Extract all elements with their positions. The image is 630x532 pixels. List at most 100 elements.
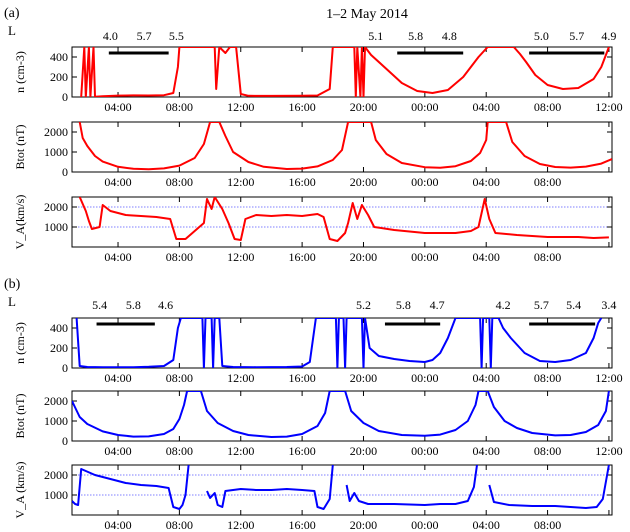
x-tick-label: 16:00 xyxy=(288,444,315,458)
l-value-label: 5.1 xyxy=(368,29,383,43)
x-tick-label: 08:00 xyxy=(534,175,561,189)
l-value-label: 5.5 xyxy=(169,29,184,43)
l-value-label: 4.7 xyxy=(430,298,445,312)
x-tick-label: 04:00 xyxy=(104,175,131,189)
y-tick-label: 2000 xyxy=(44,468,68,482)
l-value-label: 5.2 xyxy=(356,298,371,312)
y-axis-label: n (cm-3) xyxy=(13,322,27,364)
x-tick-label: 00:00 xyxy=(411,100,438,114)
x-tick-label: 08:00 xyxy=(534,518,561,532)
l-value-label: 4.6 xyxy=(158,298,173,312)
y-tick-label: 0 xyxy=(62,165,68,179)
x-tick-label: 16:00 xyxy=(288,518,315,532)
x-tick-label: 08:00 xyxy=(534,444,561,458)
x-tick-label: 16:00 xyxy=(288,371,315,385)
x-tick-label: 00:00 xyxy=(411,175,438,189)
x-tick-label: 12:00 xyxy=(595,100,622,114)
l-value-label: 5.4 xyxy=(566,298,581,312)
x-tick-label: 20:00 xyxy=(350,371,377,385)
l-value-label: 5.0 xyxy=(534,29,549,43)
y-tick-label: 2000 xyxy=(44,125,68,139)
panel-a: (a) L 4.0 5.7 5.5 5.1 5.8 4.8 5.0 5.7 4.9 0 200 400 04… xyxy=(4,6,623,264)
x-tick-label: 04:00 xyxy=(473,175,500,189)
axes-frame xyxy=(71,121,613,173)
series-line-va xyxy=(72,465,610,510)
x-tick-label: 08:00 xyxy=(166,100,193,114)
x-tick-label: 20:00 xyxy=(350,444,377,458)
y-tick-label: 1000 xyxy=(44,488,68,502)
x-tick-label: 12:00 xyxy=(227,175,254,189)
x-tick-label: 12:00 xyxy=(595,444,622,458)
axes-frame xyxy=(71,196,613,248)
y-tick-label: 0 xyxy=(62,361,68,375)
l-value-label: 4.8 xyxy=(442,29,457,43)
x-tick-label: 04:00 xyxy=(473,518,500,532)
x-tick-label: 08:00 xyxy=(166,250,193,264)
x-tick-label: 08:00 xyxy=(166,518,193,532)
panel-b: (b) L 5.4 5.8 4.6 5.2 5.8 4.7 4.2 5.7 5.4 3.4 0 200 40… xyxy=(4,277,623,532)
series-line-n xyxy=(75,318,603,368)
subplot-va: 1000 2000 04:00 08:00 12:00 16:00 20:00 00:00 04… xyxy=(13,195,613,264)
y-tick-label: 200 xyxy=(50,341,68,355)
x-tick-label: 00:00 xyxy=(411,250,438,264)
series-line-btot xyxy=(72,391,610,438)
l-value-label: 4.9 xyxy=(601,29,616,43)
l-value-label: 5.7 xyxy=(534,298,549,312)
x-tick-label: 12:00 xyxy=(227,100,254,114)
y-axis-label: Btot (nT) xyxy=(13,125,27,170)
x-tick-label: 00:00 xyxy=(411,371,438,385)
y-tick-label: 2000 xyxy=(44,394,68,408)
y-axis-label: Btot (nT) xyxy=(13,394,27,439)
x-tick-label: 00:00 xyxy=(411,518,438,532)
y-tick-label: 0 xyxy=(62,434,68,448)
series-line-btot xyxy=(78,122,612,171)
x-tick-label: 20:00 xyxy=(350,175,377,189)
x-tick-label: 08:00 xyxy=(534,100,561,114)
l-value-label: 3.4 xyxy=(601,298,616,312)
l-axis-label: L xyxy=(8,23,16,38)
x-tick-label: 04:00 xyxy=(473,100,500,114)
y-tick-label: 2000 xyxy=(44,200,68,214)
x-tick-label: 04:00 xyxy=(104,371,131,385)
y-tick-label: 200 xyxy=(50,70,68,84)
x-tick-label: 12:00 xyxy=(227,444,254,458)
x-tick-label: 12:00 xyxy=(227,518,254,532)
panel-label: (b) xyxy=(4,277,21,292)
x-tick-label: 16:00 xyxy=(288,175,315,189)
subplot-n: 0 200 400 04:00 08:00 12:00 16:00 20:00 00:00 04:… xyxy=(13,46,623,114)
x-tick-label: 04:00 xyxy=(104,518,131,532)
y-tick-label: 1000 xyxy=(44,220,68,234)
l-value-label: 5.7 xyxy=(569,29,584,43)
series-line-va xyxy=(78,197,609,242)
y-tick-label: 400 xyxy=(50,50,68,64)
x-tick-label: 08:00 xyxy=(534,371,561,385)
l-value-label: 5.4 xyxy=(92,298,107,312)
x-tick-label: 16:00 xyxy=(288,250,315,264)
x-tick-label: 04:00 xyxy=(104,250,131,264)
x-tick-label: 08:00 xyxy=(534,250,561,264)
axes-frame xyxy=(71,464,613,516)
subplot-btot: 0 1000 2000 04:00 08:00 12:00 16:00 20:00 00:00 0… xyxy=(13,390,623,458)
panel-label: (a) xyxy=(4,6,20,21)
y-axis-label: V_A (km/s) xyxy=(13,461,27,518)
x-tick-label: 08:00 xyxy=(166,444,193,458)
y-axis-label: V_A(km/s) xyxy=(13,195,27,250)
x-tick-label: 20:00 xyxy=(350,518,377,532)
y-tick-label: 400 xyxy=(50,321,68,335)
y-tick-label: 1000 xyxy=(44,414,68,428)
x-tick-label: 20:00 xyxy=(350,100,377,114)
x-tick-label: 00:00 xyxy=(411,444,438,458)
l-value-label: 4.2 xyxy=(496,298,511,312)
x-tick-label: 12:00 xyxy=(227,371,254,385)
l-value-label: 5.8 xyxy=(408,29,423,43)
x-tick-label: 16:00 xyxy=(288,100,315,114)
subplot-n: 0 200 400 04:00 08:00 12:00 16:00 20:00 00:00 04:… xyxy=(13,317,623,385)
x-tick-label: 08:00 xyxy=(166,371,193,385)
x-tick-label: 04:00 xyxy=(473,250,500,264)
subplot-btot: 0 1000 2000 04:00 08:00 12:00 16:00 20:00 00:00 0… xyxy=(13,121,613,189)
x-tick-label: 04:00 xyxy=(104,444,131,458)
l-value-label: 4.0 xyxy=(103,29,118,43)
x-tick-label: 08:00 xyxy=(166,175,193,189)
x-tick-label: 04:00 xyxy=(473,444,500,458)
